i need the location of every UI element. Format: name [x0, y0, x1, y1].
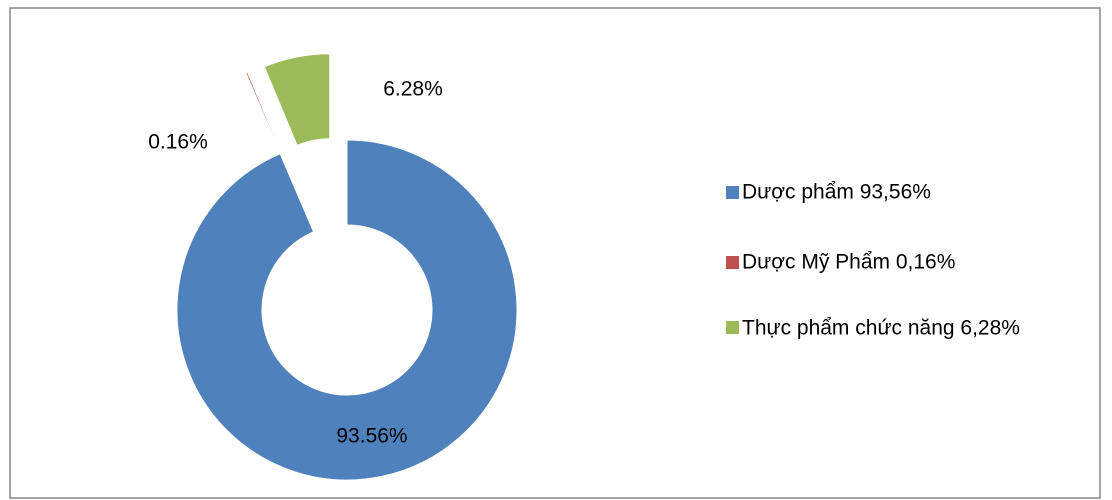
legend-swatch: [726, 321, 739, 334]
legend-swatch: [726, 256, 739, 269]
data-label: 93.56%: [336, 425, 407, 448]
pie-slice: [245, 71, 281, 152]
data-label: 6.28%: [383, 78, 443, 101]
pie-slice: [263, 53, 331, 146]
legend-swatch: [726, 186, 739, 199]
legend-label: Dược phẩm 93,56%: [742, 181, 931, 204]
legend-label: Dược Mỹ Phẩm 0,16%: [742, 251, 955, 274]
legend-label: Thực phẩm chức năng 6,28%: [742, 317, 1020, 340]
pie-slice: [176, 139, 518, 481]
data-label: 0.16%: [148, 131, 208, 154]
